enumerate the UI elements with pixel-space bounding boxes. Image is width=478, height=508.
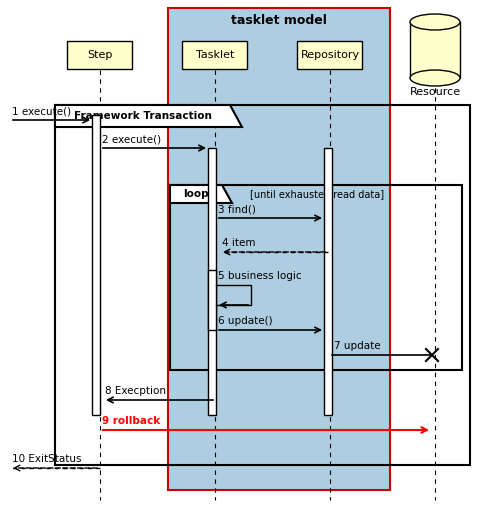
FancyBboxPatch shape: [183, 41, 248, 69]
Text: Step: Step: [87, 50, 113, 60]
Bar: [170, 185, 462, 370]
Text: 4 item: 4 item: [222, 238, 256, 248]
Text: 1 execute(): 1 execute(): [12, 106, 71, 116]
Text: Resource: Resource: [410, 87, 461, 97]
Text: Tasklet: Tasklet: [196, 50, 234, 60]
Bar: [208, 270, 216, 330]
Text: 7 update: 7 update: [334, 341, 380, 351]
Text: 5 business logic: 5 business logic: [218, 271, 302, 281]
Text: 9 rollback: 9 rollback: [102, 416, 160, 426]
Bar: [208, 148, 216, 415]
FancyBboxPatch shape: [297, 41, 362, 69]
Ellipse shape: [410, 14, 460, 30]
Bar: [324, 148, 332, 415]
Text: 2 execute(): 2 execute(): [102, 134, 161, 144]
FancyBboxPatch shape: [67, 41, 132, 69]
Text: 10 ExitStatus: 10 ExitStatus: [12, 454, 82, 464]
Bar: [410, 22, 460, 78]
Bar: [55, 105, 470, 465]
Text: 6 update(): 6 update(): [218, 316, 272, 326]
Ellipse shape: [410, 70, 460, 86]
Text: loop: loop: [183, 189, 209, 199]
Polygon shape: [55, 105, 242, 127]
Bar: [168, 8, 390, 490]
Bar: [92, 115, 100, 415]
Text: tasklet model: tasklet model: [231, 14, 327, 26]
Text: 3 find(): 3 find(): [218, 204, 256, 214]
Text: Framework Transaction: Framework Transaction: [74, 111, 211, 121]
Polygon shape: [170, 185, 232, 203]
Text: Repository: Repository: [301, 50, 359, 60]
Text: 8 Execption: 8 Execption: [105, 386, 166, 396]
Text: [until exhausted read data]: [until exhausted read data]: [250, 189, 384, 199]
